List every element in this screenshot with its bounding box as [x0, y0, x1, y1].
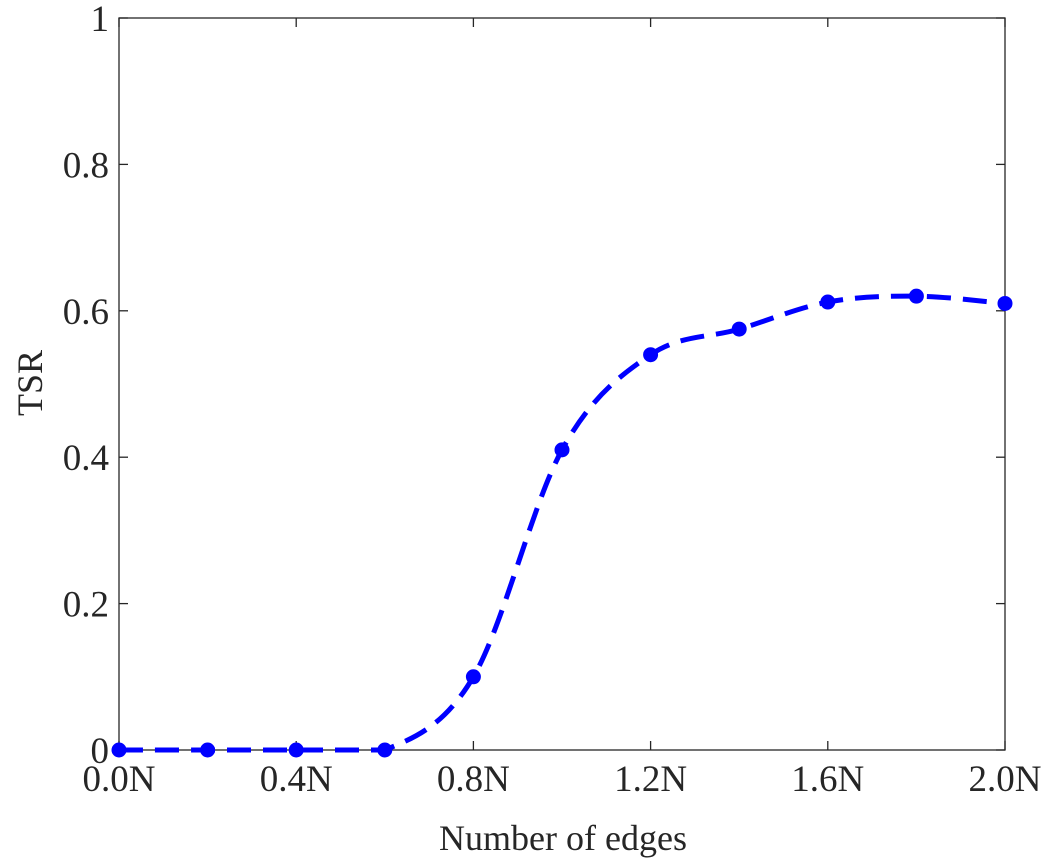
- y-axis-label: TSR: [10, 350, 50, 416]
- data-point: [377, 742, 393, 758]
- y-tick-label: 1: [91, 0, 110, 40]
- y-tick-label: 0: [91, 731, 110, 772]
- x-tick-label: 0.4N: [260, 759, 333, 800]
- axes: [118, 17, 1006, 751]
- x-tick-label: 1.2N: [614, 759, 687, 800]
- data-point: [997, 295, 1013, 311]
- plot-frame: [118, 17, 1006, 751]
- x-tick-label: 0.8N: [437, 759, 510, 800]
- y-tick-label: 0.8: [63, 145, 109, 186]
- data-point: [820, 294, 836, 310]
- y-tick-label: 0.4: [63, 438, 109, 479]
- series-layer: [111, 288, 1013, 758]
- data-point: [465, 669, 481, 685]
- data-point: [111, 742, 127, 758]
- y-tick-label: 0.2: [63, 585, 109, 626]
- x-tick-label: 0.0N: [83, 759, 156, 800]
- data-point: [908, 288, 924, 304]
- data-point: [288, 742, 304, 758]
- x-axis-label: Number of edges: [439, 818, 687, 858]
- tick-labels: 0.0N 0.4N 0.8N 1.2N 1.6N 2.0N 0 0.2 0.4 0.6 0.8 1: [63, 0, 1042, 800]
- x-tick-label: 2.0N: [969, 759, 1042, 800]
- data-point: [643, 347, 659, 363]
- data-point: [731, 321, 747, 337]
- x-tick-label: 1.6N: [791, 759, 864, 800]
- data-point: [200, 742, 216, 758]
- y-tick-label: 0.6: [63, 292, 109, 333]
- series-line: [119, 293, 1006, 753]
- data-point: [554, 442, 570, 458]
